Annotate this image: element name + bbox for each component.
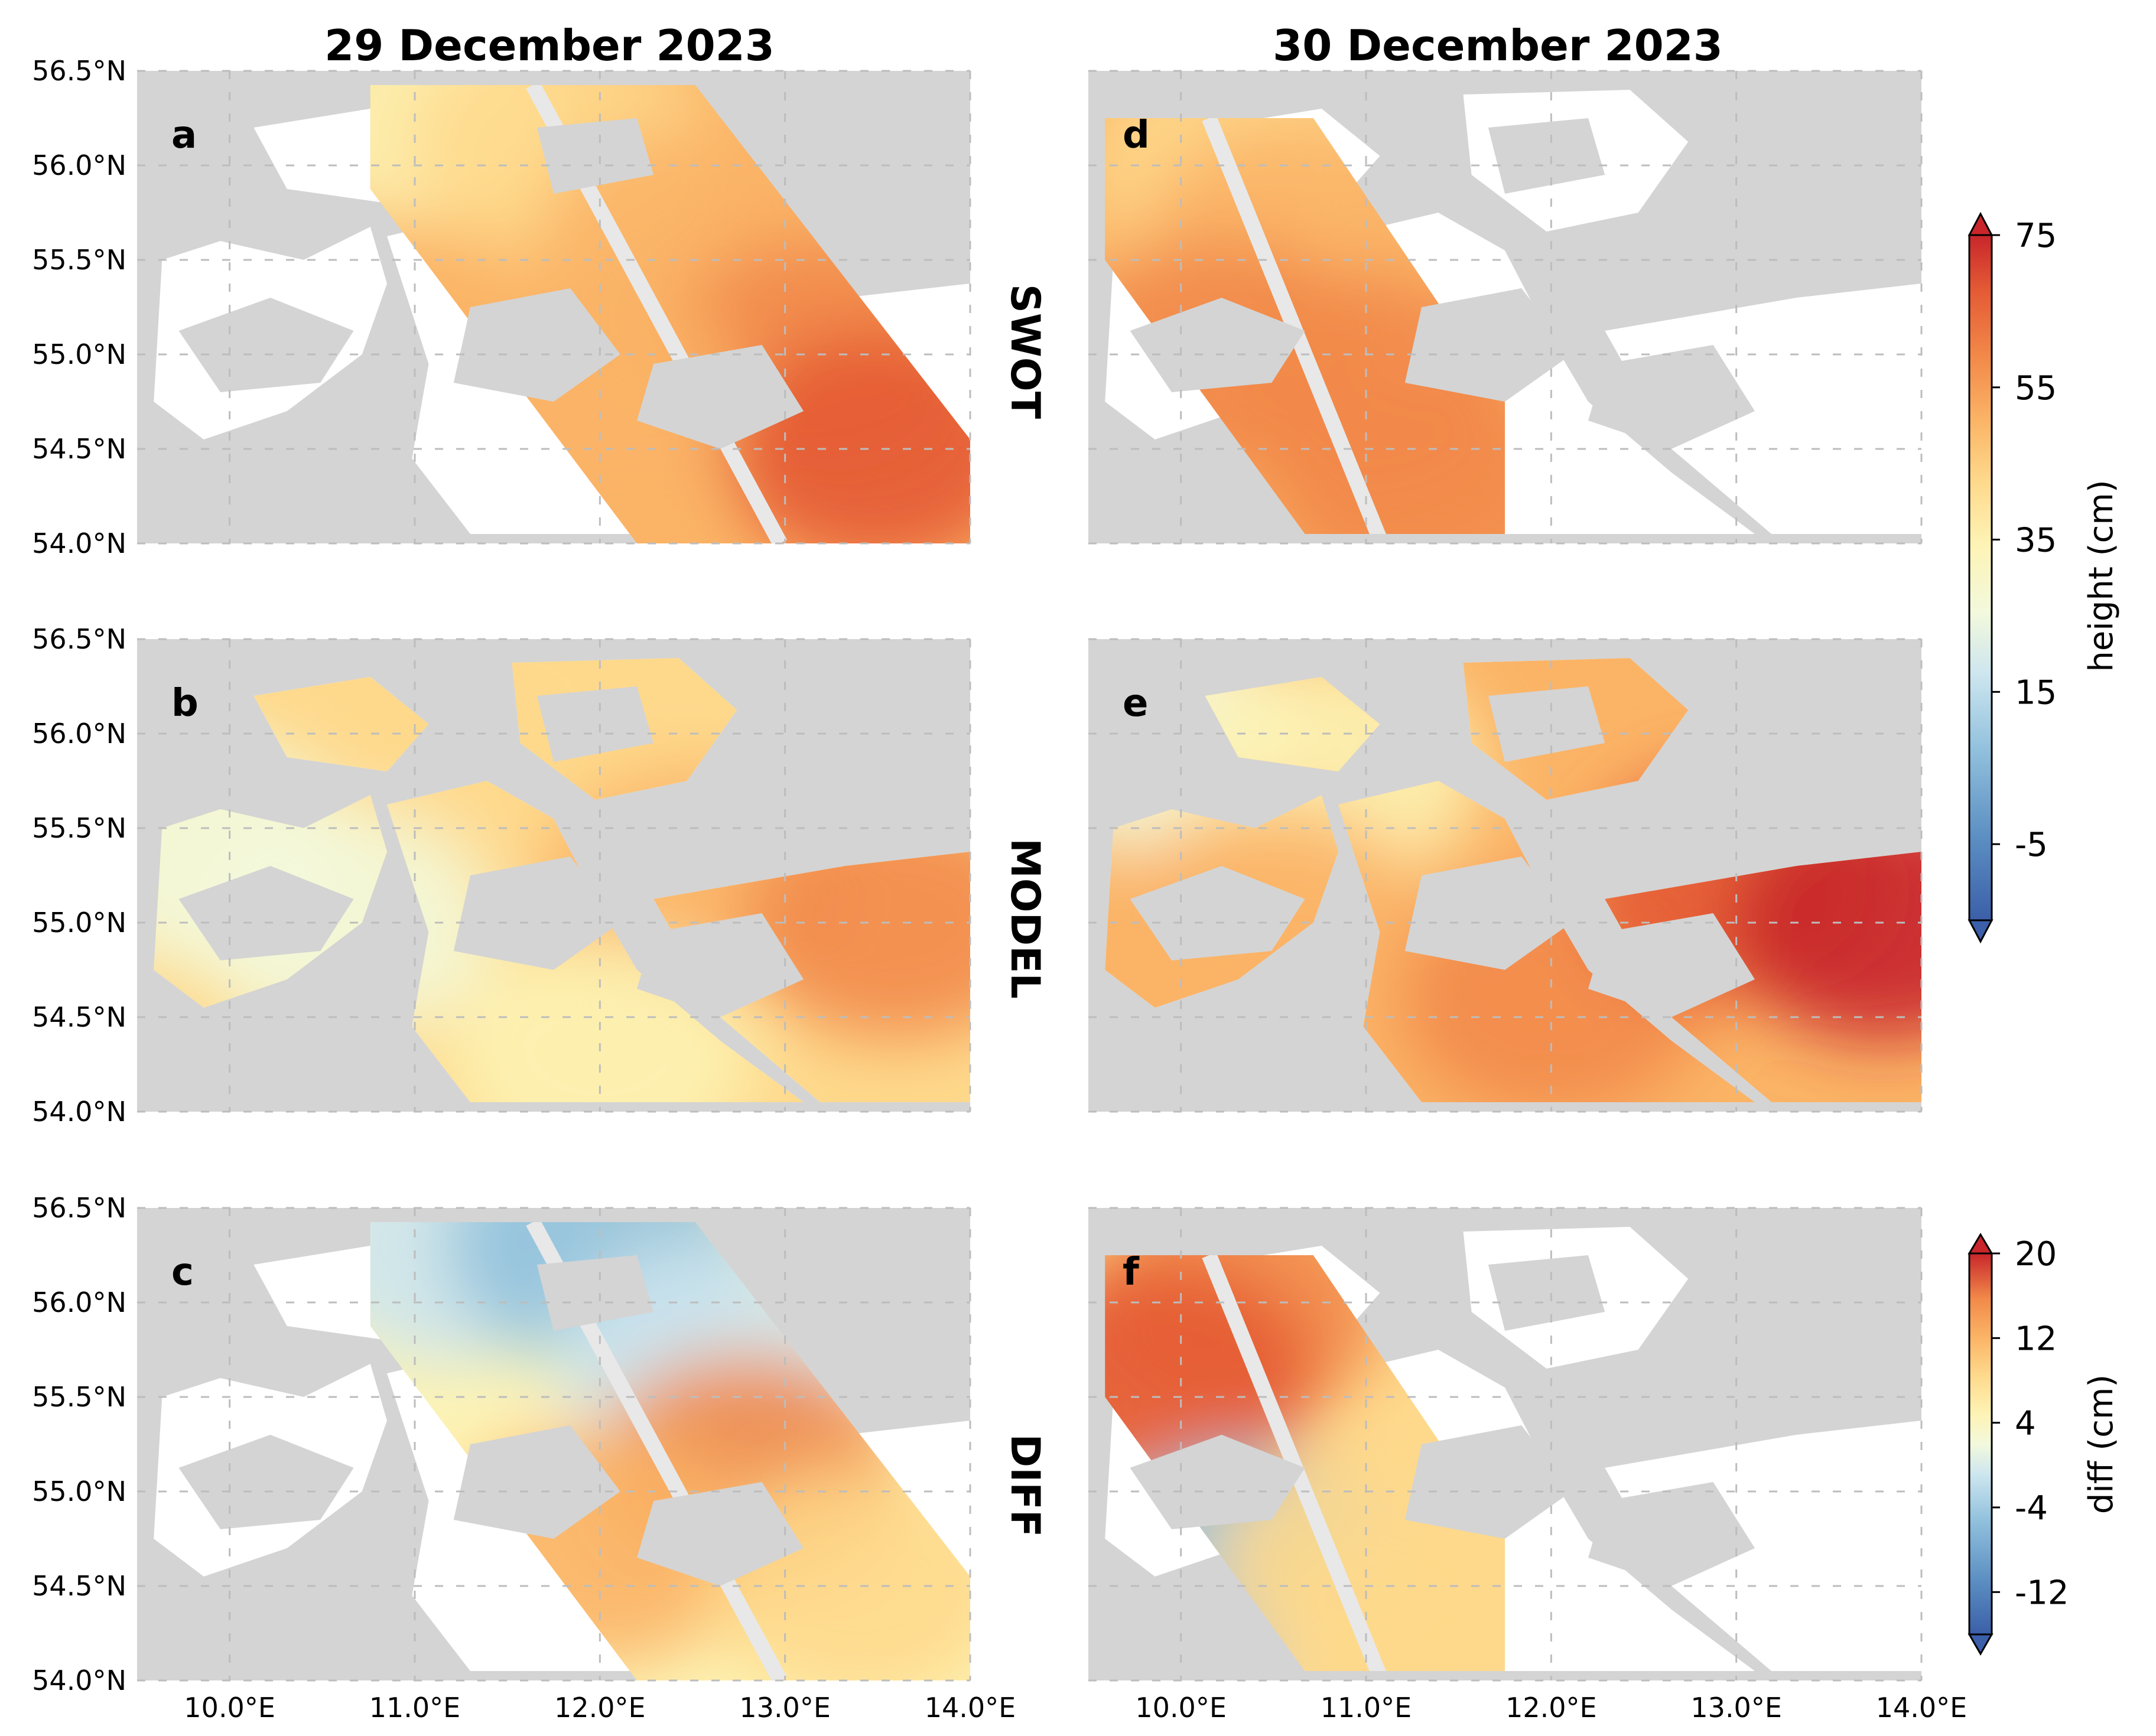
y-tick-label: 54.0°N <box>32 1096 126 1128</box>
x-tick-label: 13.0°E <box>1690 1692 1782 1724</box>
land-island <box>178 298 354 392</box>
x-tick-label: 10.0°E <box>1135 1692 1227 1724</box>
row-label-swot: SWOT <box>1001 284 1048 419</box>
colorbar-diff-max-arrow <box>1968 1233 1994 1255</box>
y-tick-label: 56.5°N <box>32 623 126 655</box>
x-tick-label: 14.0°E <box>1876 1692 1968 1724</box>
land-island <box>1488 118 1605 194</box>
y-tick-label: 56.5°N <box>32 1192 126 1224</box>
colorbar-tick-label: 20 <box>2015 1235 2057 1273</box>
land-island <box>1488 686 1605 762</box>
land-island <box>1488 1255 1605 1331</box>
land-island <box>178 1435 354 1529</box>
colorbar-tick-label: 15 <box>2015 673 2057 712</box>
land-island <box>1588 1482 1755 1586</box>
x-tick-label: 10.0°E <box>184 1692 275 1724</box>
y-tick-labels: 54.0°N 54.5°N 55.0°N 55.5°N 56.0°N 56.5°N 54.0… <box>32 55 126 1696</box>
y-tick-label: 54.5°N <box>32 433 126 465</box>
column-title-right: 30 December 2023 <box>1273 21 1723 70</box>
colorbar-tick-label: 75 <box>2015 217 2057 255</box>
colorbar-tick-label: -12 <box>2015 1574 2069 1612</box>
field-sample <box>1268 369 1505 534</box>
y-tick-label: 54.5°N <box>32 1570 126 1602</box>
land-island <box>637 913 804 1017</box>
y-tick-label: 56.0°N <box>32 1286 126 1318</box>
colorbar-height-bar <box>1968 234 1993 921</box>
colorbar-tick-label: -4 <box>2015 1489 2048 1527</box>
land-island <box>536 686 654 762</box>
y-tick-label: 55.0°N <box>32 1476 126 1507</box>
x-tick-label: 14.0°E <box>925 1692 1016 1724</box>
land-island <box>453 1425 620 1539</box>
y-tick-label: 56.0°N <box>32 718 126 750</box>
land-island <box>637 345 804 449</box>
water-nodata-region <box>1605 1421 1921 1671</box>
colorbar-tick-label: -5 <box>2015 826 2048 864</box>
land-island <box>536 118 654 194</box>
panel-letter: b <box>171 682 199 725</box>
x-tick-label: 11.0°E <box>1321 1692 1412 1724</box>
land-island <box>536 1255 654 1331</box>
panel-a: a <box>137 70 971 545</box>
row-label-model: MODEL <box>1001 838 1048 999</box>
y-tick-label: 55.5°N <box>32 244 126 276</box>
panel-d: d <box>1088 70 1923 545</box>
y-tick-label: 55.5°N <box>32 812 126 844</box>
y-tick-label: 56.5°N <box>32 55 126 87</box>
colorbar-tick-label: 4 <box>2015 1405 2036 1443</box>
land-island <box>1404 288 1572 402</box>
row-label-diff: DIFF <box>1001 1434 1048 1538</box>
land-island <box>1130 866 1305 960</box>
colorbar-height: 75 55 35 15 -5 height (cm) <box>1968 211 2121 944</box>
y-tick-label: 55.0°N <box>32 338 126 370</box>
panel-letter: c <box>171 1250 194 1294</box>
land-island <box>1130 298 1305 392</box>
x-tick-label: 12.0°E <box>554 1692 646 1724</box>
panel-b: b <box>137 638 971 1113</box>
land-island <box>637 1482 804 1586</box>
colorbar-diff-min-arrow <box>1968 1633 1994 1656</box>
panel-letter: e <box>1123 682 1148 725</box>
y-tick-label: 54.5°N <box>32 1001 126 1033</box>
x-tick-labels: 10.0°E 11.0°E 12.0°E 13.0°E 14.0°E 10.0°E 11.0… <box>184 1692 1967 1724</box>
land-island <box>1130 1435 1305 1529</box>
land-island <box>1588 913 1755 1017</box>
colorbar-tick-label: 35 <box>2015 522 2057 560</box>
colorbar-diff-label: diff (cm) <box>2082 1375 2121 1514</box>
x-tick-label: 11.0°E <box>369 1692 461 1724</box>
panel-letter: f <box>1123 1250 1140 1294</box>
panel-c: c <box>137 1207 971 1682</box>
colorbar-tick-label: 12 <box>2015 1320 2057 1358</box>
land-island <box>1404 1425 1572 1539</box>
y-tick-label: 56.0°N <box>32 149 126 181</box>
y-tick-label: 55.0°N <box>32 907 126 939</box>
y-tick-label: 55.5°N <box>32 1381 126 1413</box>
colorbar-tick-label: 55 <box>2015 369 2057 408</box>
panel-letter: d <box>1123 113 1150 157</box>
panel-letter: a <box>171 113 197 157</box>
colorbar-height-label: height (cm) <box>2082 480 2121 672</box>
x-tick-label: 12.0°E <box>1505 1692 1597 1724</box>
colorbar-diff: 20 12 4 -4 -12 diff (cm) <box>1968 1233 2121 1656</box>
colorbar-diff-bar <box>1968 1252 1993 1636</box>
panel-f: f <box>1088 1207 1923 1682</box>
panels: a b c d e f <box>137 70 1923 1682</box>
panel-e: e <box>1088 638 1923 1113</box>
x-tick-label: 13.0°E <box>739 1692 831 1724</box>
column-title-left: 29 December 2023 <box>324 21 775 70</box>
y-tick-label: 54.0°N <box>32 527 126 559</box>
land-island <box>453 288 620 402</box>
water-nodata-region <box>1605 284 1921 534</box>
colorbar-height-max-arrow <box>1968 211 1994 236</box>
land-island <box>1588 345 1755 449</box>
land-island <box>178 866 354 960</box>
land-island <box>453 856 620 970</box>
colorbar-height-min-arrow <box>1968 919 1994 944</box>
y-tick-label: 54.0°N <box>32 1665 126 1696</box>
land-island <box>1404 856 1572 970</box>
